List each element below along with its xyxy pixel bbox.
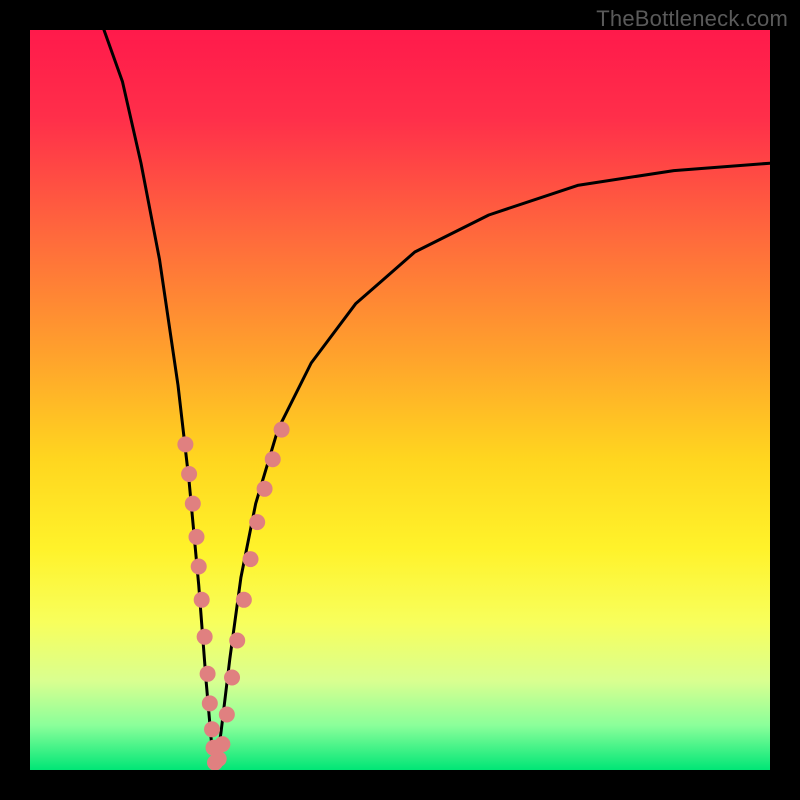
data-marker: [194, 592, 210, 608]
data-marker: [211, 751, 227, 767]
data-marker: [274, 422, 290, 438]
data-marker: [189, 529, 205, 545]
curve-right: [215, 163, 770, 770]
data-marker: [202, 695, 218, 711]
watermark: TheBottleneck.com: [596, 6, 788, 32]
data-marker: [236, 592, 252, 608]
marker-group: [177, 422, 289, 770]
data-marker: [204, 721, 220, 737]
data-marker: [257, 481, 273, 497]
curve-left: [104, 30, 215, 770]
data-marker: [191, 559, 207, 575]
bottleneck-curve: [30, 30, 770, 770]
data-marker: [181, 466, 197, 482]
data-marker: [197, 629, 213, 645]
data-marker: [200, 666, 216, 682]
data-marker: [265, 451, 281, 467]
data-marker: [185, 496, 201, 512]
data-marker: [229, 633, 245, 649]
data-marker: [243, 551, 259, 567]
data-marker: [214, 736, 230, 752]
data-marker: [177, 436, 193, 452]
data-marker: [224, 670, 240, 686]
data-marker: [219, 707, 235, 723]
plot-area: [30, 30, 770, 770]
data-marker: [249, 514, 265, 530]
